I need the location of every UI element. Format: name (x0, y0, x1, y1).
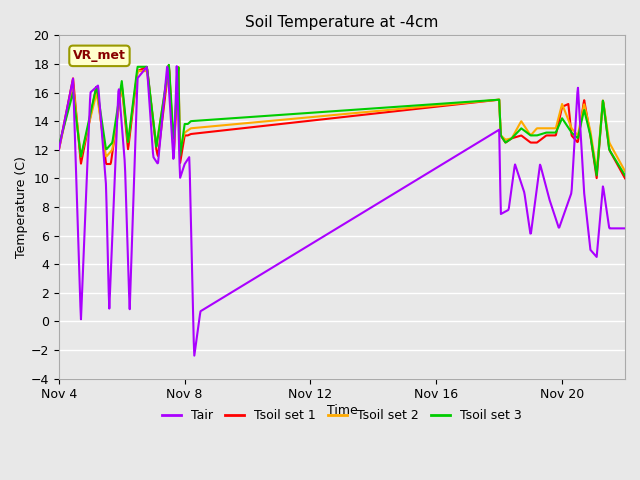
Text: VR_met: VR_met (73, 49, 126, 62)
Title: Soil Temperature at -4cm: Soil Temperature at -4cm (245, 15, 438, 30)
Y-axis label: Temperature (C): Temperature (C) (15, 156, 28, 258)
Legend: Tair, Tsoil set 1, Tsoil set 2, Tsoil set 3: Tair, Tsoil set 1, Tsoil set 2, Tsoil se… (157, 404, 527, 427)
X-axis label: Time: Time (326, 404, 357, 417)
